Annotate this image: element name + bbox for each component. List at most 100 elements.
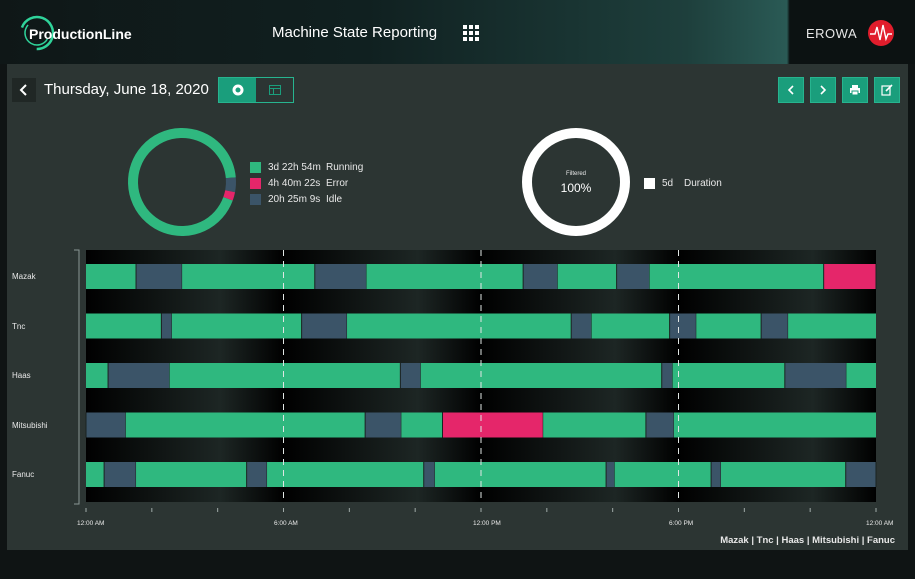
error-duration: 4h 40m 22s — [268, 178, 321, 189]
filtered-percent: 100% — [560, 181, 592, 195]
segment-haas-3-idle[interactable] — [400, 363, 421, 388]
filtered-label: Filtered — [565, 171, 586, 177]
state-donut-chart — [128, 128, 236, 236]
duration-swatch — [644, 178, 655, 189]
segment-fanuc-7-idle[interactable] — [606, 462, 615, 487]
legend-running: 3d 22h 54m Running — [250, 162, 363, 173]
segment-mitsubishi-7-running[interactable] — [673, 412, 876, 438]
tick-label-1: 6:00 AM — [274, 520, 298, 527]
segment-mazak-0-running[interactable] — [86, 264, 137, 289]
row-axis-bracket — [74, 249, 80, 505]
running-duration: 3d 22h 54m — [268, 162, 321, 173]
segment-tnc-4-running[interactable] — [347, 313, 572, 339]
legend-duration: 5d Duration — [644, 178, 722, 189]
error-label: Error — [326, 178, 349, 189]
filtered-donut-chart — [522, 128, 630, 236]
segment-mazak-3-idle[interactable] — [314, 264, 367, 289]
segment-mitsubishi-2-idle[interactable] — [365, 412, 402, 438]
segment-fanuc-5-idle[interactable] — [423, 462, 435, 487]
segment-mitsubishi-6-idle[interactable] — [645, 412, 674, 438]
chart-view-button[interactable] — [219, 78, 256, 102]
date-title: Thursday, June 18, 2020 — [44, 81, 209, 98]
tick-label-0: 12:00 AM — [77, 520, 105, 527]
apps-grid-icon[interactable] — [463, 25, 479, 41]
segment-fanuc-10-running[interactable] — [720, 462, 846, 487]
segment-tnc-9-idle[interactable] — [761, 313, 789, 339]
segment-haas-7-idle[interactable] — [784, 363, 847, 388]
tick-label-2: 12:00 PM — [473, 520, 501, 527]
error-swatch — [250, 178, 261, 189]
edit-icon — [881, 84, 893, 96]
segment-mazak-7-idle[interactable] — [616, 264, 650, 289]
segment-fanuc-11-idle[interactable] — [845, 462, 876, 487]
segment-haas-4-running[interactable] — [420, 363, 662, 388]
table-view-button[interactable] — [256, 78, 293, 102]
machine-label-tnc: Tnc — [12, 322, 26, 331]
donut-slice-error — [128, 128, 236, 236]
segment-tnc-0-running[interactable] — [86, 313, 162, 339]
machine-label-mitsubishi: Mitsubishi — [12, 421, 48, 430]
next-day-button[interactable] — [810, 77, 836, 103]
duration-label: Duration — [684, 178, 722, 189]
idle-swatch — [250, 194, 261, 205]
segment-tnc-1-idle[interactable] — [161, 313, 172, 339]
printer-icon — [850, 85, 860, 96]
segment-tnc-7-idle[interactable] — [669, 313, 697, 339]
segment-mitsubishi-1-running[interactable] — [125, 412, 366, 438]
segment-mazak-2-running[interactable] — [182, 264, 315, 289]
logo-text: ProductionLine — [29, 26, 132, 42]
segment-mazak-5-idle[interactable] — [523, 264, 558, 289]
segment-fanuc-3-idle[interactable] — [246, 462, 268, 487]
segment-mazak-6-running[interactable] — [557, 264, 617, 289]
segment-fanuc-8-running[interactable] — [614, 462, 712, 487]
segment-mazak-4-running[interactable] — [366, 264, 524, 289]
table-icon — [268, 85, 281, 95]
view-toggle — [218, 77, 294, 103]
print-button[interactable] — [842, 77, 868, 103]
chevron-left-icon — [787, 85, 794, 95]
segment-fanuc-1-idle[interactable] — [104, 462, 137, 487]
segment-fanuc-6-running[interactable] — [434, 462, 607, 487]
segment-haas-6-running[interactable] — [672, 363, 785, 388]
idle-label: Idle — [326, 194, 343, 205]
productionline-logo-icon — [19, 15, 55, 51]
legend-idle: 20h 25m 9s Idle — [250, 194, 342, 205]
segment-haas-5-idle[interactable] — [661, 363, 673, 388]
back-button[interactable] — [12, 78, 36, 102]
previous-day-button[interactable] — [778, 77, 804, 103]
segment-fanuc-2-running[interactable] — [136, 462, 247, 487]
segment-mitsubishi-4-error[interactable] — [442, 412, 544, 438]
brand-name: EROWA — [806, 26, 858, 41]
segment-mazak-1-idle[interactable] — [136, 264, 183, 289]
footer-machine-list: Mazak | Tnc | Haas | Mitsubishi | Fanuc — [720, 535, 895, 546]
segment-mazak-9-error[interactable] — [823, 264, 876, 289]
chevron-right-icon — [820, 85, 827, 95]
duration-value: 5d — [662, 178, 674, 189]
chevron-left-icon — [19, 84, 27, 96]
edit-button[interactable] — [874, 77, 900, 103]
segment-mazak-8-running[interactable] — [649, 264, 824, 289]
segment-tnc-6-running[interactable] — [591, 313, 670, 339]
machine-label-mazak: Mazak — [12, 272, 36, 281]
filtered-ring — [522, 128, 630, 236]
segment-haas-2-running[interactable] — [169, 363, 401, 388]
segment-mitsubishi-0-idle[interactable] — [86, 412, 126, 438]
running-label: Running — [326, 162, 364, 173]
segment-fanuc-4-running[interactable] — [267, 462, 424, 487]
segment-haas-0-running[interactable] — [86, 363, 109, 388]
segment-haas-8-running[interactable] — [846, 363, 876, 388]
idle-duration: 20h 25m 9s — [268, 194, 321, 205]
segment-tnc-8-running[interactable] — [696, 313, 762, 339]
segment-haas-1-idle[interactable] — [108, 363, 170, 388]
segment-tnc-10-running[interactable] — [788, 313, 876, 339]
segment-tnc-5-idle[interactable] — [571, 313, 592, 339]
tick-label-3: 6:00 PM — [669, 520, 694, 527]
segment-mitsubishi-5-running[interactable] — [543, 412, 646, 438]
segment-mitsubishi-3-running[interactable] — [401, 412, 443, 438]
segment-fanuc-0-running[interactable] — [86, 462, 105, 487]
segment-tnc-2-running[interactable] — [171, 313, 302, 339]
segment-tnc-3-idle[interactable] — [301, 313, 348, 339]
erowa-logo-icon — [868, 20, 894, 46]
segment-fanuc-9-idle[interactable] — [711, 462, 721, 487]
